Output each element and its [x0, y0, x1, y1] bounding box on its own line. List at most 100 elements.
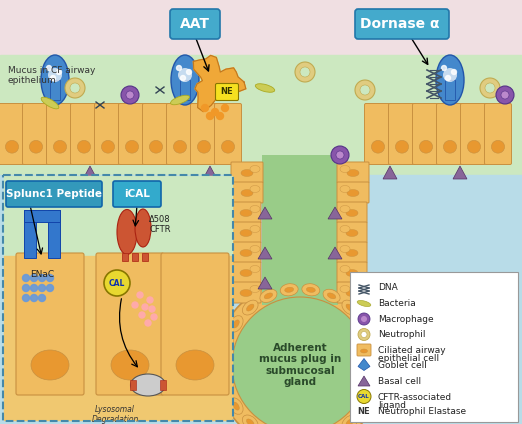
Ellipse shape	[246, 304, 254, 311]
Text: CAL: CAL	[358, 394, 370, 399]
Circle shape	[215, 280, 385, 424]
Text: Basal cell: Basal cell	[378, 377, 421, 385]
Text: CAL: CAL	[109, 279, 125, 287]
Ellipse shape	[284, 287, 294, 292]
Polygon shape	[83, 166, 97, 179]
Ellipse shape	[347, 170, 359, 176]
Ellipse shape	[41, 97, 59, 109]
Ellipse shape	[224, 339, 230, 348]
Circle shape	[480, 78, 500, 98]
Ellipse shape	[240, 290, 252, 296]
Text: iCAL: iCAL	[124, 189, 150, 199]
Circle shape	[46, 65, 52, 70]
Ellipse shape	[101, 140, 115, 153]
Ellipse shape	[361, 349, 367, 353]
FancyBboxPatch shape	[167, 103, 194, 165]
Text: Goblet cell: Goblet cell	[378, 361, 427, 370]
Bar	[262, 155, 338, 305]
Bar	[445, 80, 455, 100]
Ellipse shape	[241, 170, 253, 176]
FancyBboxPatch shape	[46, 103, 74, 165]
Text: Lysosomal
Degradation: Lysosomal Degradation	[91, 405, 139, 424]
Ellipse shape	[240, 229, 252, 237]
Bar	[48, 210, 60, 258]
Polygon shape	[258, 277, 272, 289]
Ellipse shape	[130, 374, 165, 396]
Ellipse shape	[31, 350, 69, 380]
Circle shape	[217, 112, 223, 120]
Ellipse shape	[306, 287, 315, 292]
Ellipse shape	[125, 140, 139, 153]
Ellipse shape	[250, 285, 260, 293]
Text: Dornase α: Dornase α	[360, 17, 440, 31]
Bar	[160, 380, 166, 390]
Circle shape	[151, 314, 157, 320]
Ellipse shape	[111, 350, 149, 380]
Circle shape	[496, 86, 514, 104]
Ellipse shape	[233, 402, 239, 410]
Ellipse shape	[340, 285, 350, 293]
FancyBboxPatch shape	[231, 162, 263, 183]
Ellipse shape	[340, 265, 350, 273]
FancyBboxPatch shape	[337, 262, 367, 283]
Ellipse shape	[346, 419, 353, 424]
FancyBboxPatch shape	[216, 84, 239, 100]
Ellipse shape	[240, 249, 252, 257]
Circle shape	[300, 67, 310, 77]
Ellipse shape	[346, 209, 358, 217]
FancyBboxPatch shape	[215, 103, 242, 165]
Circle shape	[211, 109, 219, 115]
FancyBboxPatch shape	[337, 202, 367, 223]
FancyBboxPatch shape	[6, 181, 102, 207]
FancyBboxPatch shape	[231, 282, 261, 303]
Circle shape	[22, 285, 30, 292]
Polygon shape	[358, 359, 370, 371]
Circle shape	[336, 151, 344, 159]
Text: AAT: AAT	[180, 17, 210, 31]
Ellipse shape	[346, 229, 358, 237]
Bar	[132, 253, 138, 261]
Ellipse shape	[491, 140, 505, 153]
Ellipse shape	[346, 304, 353, 311]
Circle shape	[126, 91, 134, 99]
Circle shape	[139, 312, 145, 318]
Ellipse shape	[221, 378, 233, 395]
Ellipse shape	[250, 186, 260, 192]
Ellipse shape	[221, 335, 233, 352]
Ellipse shape	[149, 140, 162, 153]
Ellipse shape	[135, 209, 151, 247]
Ellipse shape	[340, 245, 350, 253]
FancyBboxPatch shape	[118, 103, 146, 165]
FancyBboxPatch shape	[412, 103, 440, 165]
FancyBboxPatch shape	[22, 103, 50, 165]
Circle shape	[485, 83, 495, 93]
Circle shape	[104, 270, 130, 296]
FancyBboxPatch shape	[161, 253, 229, 395]
Circle shape	[137, 292, 143, 298]
FancyBboxPatch shape	[337, 222, 367, 243]
FancyBboxPatch shape	[16, 253, 84, 395]
Ellipse shape	[361, 402, 367, 410]
Text: Adherent
mucus plug in
submucosal
gland: Adherent mucus plug in submucosal gland	[259, 343, 341, 388]
Circle shape	[207, 112, 213, 120]
Ellipse shape	[171, 95, 189, 105]
Ellipse shape	[229, 316, 243, 332]
FancyBboxPatch shape	[364, 103, 392, 165]
Ellipse shape	[250, 165, 260, 173]
Ellipse shape	[221, 140, 234, 153]
Text: Δ508
CFTR: Δ508 CFTR	[149, 215, 171, 234]
Circle shape	[357, 390, 371, 404]
Circle shape	[186, 70, 192, 75]
FancyBboxPatch shape	[0, 103, 26, 165]
Bar	[0, 175, 522, 424]
Ellipse shape	[374, 360, 378, 369]
Ellipse shape	[395, 140, 409, 153]
FancyBboxPatch shape	[191, 103, 218, 165]
Polygon shape	[383, 166, 397, 179]
FancyBboxPatch shape	[231, 242, 261, 263]
FancyBboxPatch shape	[337, 182, 369, 203]
Ellipse shape	[340, 226, 350, 232]
Bar	[180, 80, 190, 100]
Circle shape	[39, 295, 45, 301]
Circle shape	[445, 75, 450, 81]
